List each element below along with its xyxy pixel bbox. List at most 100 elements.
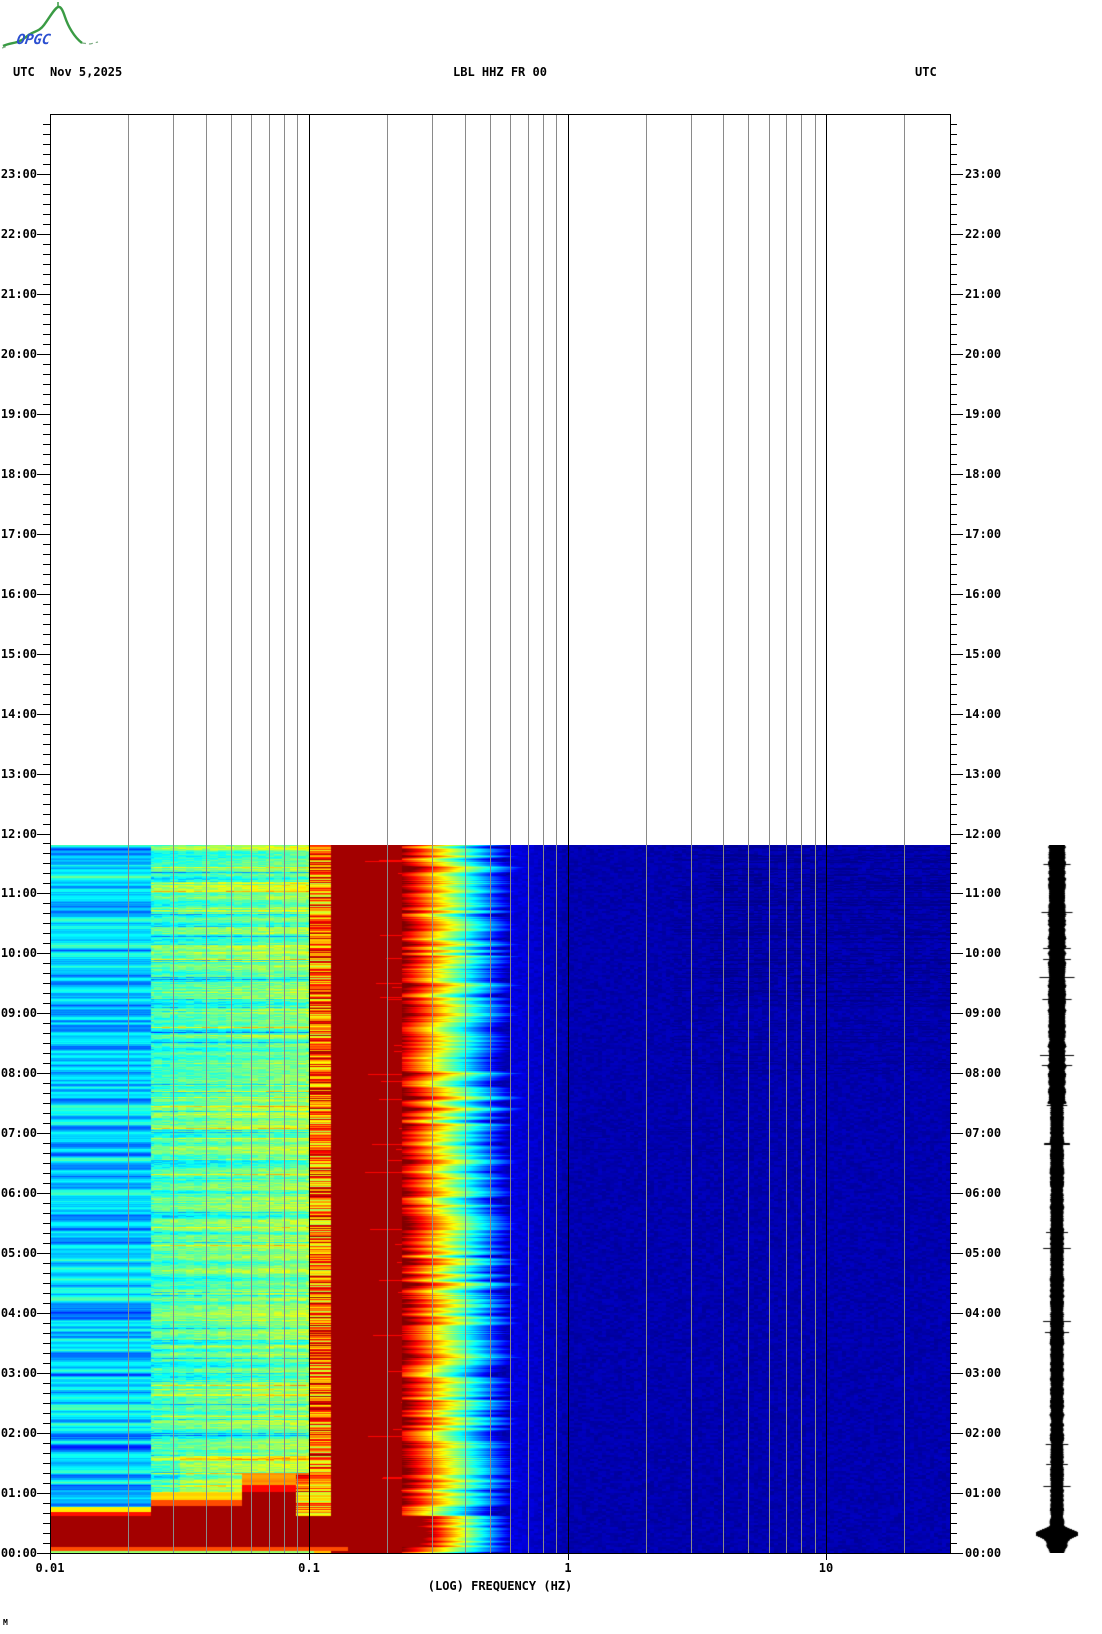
y-minor-tick-right xyxy=(950,1023,957,1024)
y-major-tick-left xyxy=(37,234,50,235)
y-minor-tick-right xyxy=(950,1103,957,1104)
y-minor-tick-left xyxy=(43,1323,50,1324)
y-tick-label-right: 04:00 xyxy=(965,1306,1002,1320)
y-minor-tick-left xyxy=(43,264,50,265)
y-minor-tick-right xyxy=(950,384,957,385)
gridline-minor xyxy=(769,115,770,1553)
x-axis-title: (LOG) FREQUENCY (HZ) xyxy=(427,1579,573,1593)
y-minor-tick-left xyxy=(43,584,50,585)
gridline-minor xyxy=(284,115,285,1553)
y-minor-tick-right xyxy=(950,1053,957,1054)
y-minor-tick-right xyxy=(950,284,957,285)
y-minor-tick-right xyxy=(950,564,957,565)
y-minor-tick-right xyxy=(950,544,957,545)
y-minor-tick-left xyxy=(43,1143,50,1144)
y-tick-label-right: 14:00 xyxy=(965,707,1002,721)
y-minor-tick-right xyxy=(950,214,957,215)
y-minor-tick-left xyxy=(43,1103,50,1104)
y-minor-tick-left xyxy=(43,1293,50,1294)
y-minor-tick-left xyxy=(43,1173,50,1174)
y-tick-label-right: 03:00 xyxy=(965,1366,1002,1380)
helicorder-trace-canvas xyxy=(1035,845,1079,1553)
y-minor-tick-left xyxy=(43,374,50,375)
y-tick-label-left: 12:00 xyxy=(0,827,37,841)
y-minor-tick-right xyxy=(950,1003,957,1004)
y-minor-tick-right xyxy=(950,134,957,135)
y-minor-tick-right xyxy=(950,1543,957,1544)
y-minor-tick-left xyxy=(43,254,50,255)
y-minor-tick-left xyxy=(43,973,50,974)
y-minor-tick-right xyxy=(950,1513,957,1514)
y-minor-tick-right xyxy=(950,993,957,994)
y-minor-tick-left xyxy=(43,1353,50,1354)
y-minor-tick-left xyxy=(43,504,50,505)
gridline-minor xyxy=(510,115,511,1553)
y-tick-label-right: 07:00 xyxy=(965,1126,1002,1140)
y-minor-tick-left xyxy=(43,164,50,165)
y-minor-tick-left xyxy=(43,764,50,765)
y-major-tick-right xyxy=(950,1373,963,1374)
y-minor-tick-left xyxy=(43,863,50,864)
y-minor-tick-left xyxy=(43,933,50,934)
y-minor-tick-right xyxy=(950,464,957,465)
y-minor-tick-right xyxy=(950,1063,957,1064)
y-major-tick-left xyxy=(37,1313,50,1314)
y-tick-label-left: 11:00 xyxy=(0,886,37,900)
y-major-tick-right xyxy=(950,1313,963,1314)
y-minor-tick-left xyxy=(43,923,50,924)
y-tick-label-right: 22:00 xyxy=(965,227,1002,241)
y-minor-tick-right xyxy=(950,814,957,815)
y-minor-tick-right xyxy=(950,734,957,735)
y-major-tick-left xyxy=(37,1193,50,1194)
y-minor-tick-left xyxy=(43,1023,50,1024)
y-minor-tick-left xyxy=(43,784,50,785)
y-major-tick-right xyxy=(950,1133,963,1134)
y-minor-tick-left xyxy=(43,1393,50,1394)
y-minor-tick-left xyxy=(43,224,50,225)
y-minor-tick-left xyxy=(43,1453,50,1454)
y-minor-tick-left xyxy=(43,524,50,525)
y-tick-label-left: 14:00 xyxy=(0,707,37,721)
y-minor-tick-right xyxy=(950,1363,957,1364)
y-minor-tick-right xyxy=(950,1223,957,1224)
y-minor-tick-left xyxy=(43,574,50,575)
y-major-tick-left xyxy=(37,294,50,295)
y-minor-tick-left xyxy=(43,1003,50,1004)
y-minor-tick-left xyxy=(43,1333,50,1334)
y-minor-tick-right xyxy=(950,644,957,645)
y-minor-tick-left xyxy=(43,1083,50,1084)
y-major-tick-left xyxy=(37,1553,50,1554)
y-minor-tick-right xyxy=(950,913,957,914)
y-minor-tick-left xyxy=(43,1273,50,1274)
gridline-minor xyxy=(128,115,129,1553)
y-tick-label-right: 11:00 xyxy=(965,886,1002,900)
y-major-tick-right xyxy=(950,294,963,295)
y-minor-tick-right xyxy=(950,404,957,405)
y-tick-label-left: 17:00 xyxy=(0,527,37,541)
y-minor-tick-right xyxy=(950,304,957,305)
y-minor-tick-left xyxy=(43,634,50,635)
y-minor-tick-right xyxy=(950,1523,957,1524)
gridline-minor xyxy=(432,115,433,1553)
y-minor-tick-left xyxy=(43,1473,50,1474)
y-minor-tick-right xyxy=(950,154,957,155)
y-minor-tick-right xyxy=(950,794,957,795)
gridline-minor xyxy=(815,115,816,1553)
y-minor-tick-left xyxy=(43,514,50,515)
y-minor-tick-left xyxy=(43,1303,50,1304)
y-major-tick-right xyxy=(950,534,963,535)
y-minor-tick-right xyxy=(950,1443,957,1444)
y-minor-tick-right xyxy=(950,494,957,495)
y-tick-label-left: 19:00 xyxy=(0,407,37,421)
y-tick-label-left: 05:00 xyxy=(0,1246,37,1260)
x-decade-tick xyxy=(309,1554,310,1560)
y-major-tick-right xyxy=(950,774,963,775)
y-minor-tick-left xyxy=(43,804,50,805)
y-minor-tick-right xyxy=(950,634,957,635)
logo-dashes xyxy=(2,41,99,49)
y-minor-tick-left xyxy=(43,1463,50,1464)
y-minor-tick-right xyxy=(950,1283,957,1284)
y-minor-tick-left xyxy=(43,993,50,994)
y-minor-tick-right xyxy=(950,963,957,964)
y-minor-tick-left xyxy=(43,1243,50,1244)
